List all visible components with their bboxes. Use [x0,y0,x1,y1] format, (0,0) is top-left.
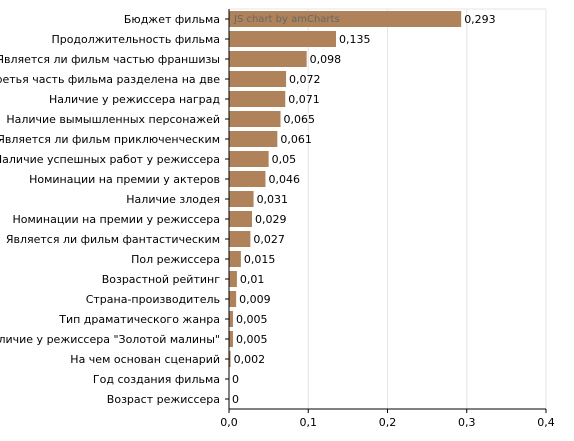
value-label: 0,293 [464,13,496,26]
bar [229,351,231,367]
bar [229,131,278,147]
x-tick-label: 0,0 [220,416,238,429]
value-labels: 0,293 0,135 0,098 0,072 0,071 0,065 0,061 0,05 0… [232,13,496,406]
bars [229,11,462,367]
x-tick-label: 0,3 [458,416,476,429]
category-label: Бюджет фильма [124,13,220,26]
value-label: 0,031 [257,193,289,206]
bar [229,311,233,327]
bar [229,91,286,107]
value-label: 0,015 [244,253,276,266]
value-label: 0 [232,373,239,386]
value-label: 0,009 [239,293,271,306]
value-label: 0,135 [339,33,371,46]
bar [229,231,251,247]
value-label: 0,061 [280,133,312,146]
value-label: 0,05 [272,153,297,166]
category-label: Наличие успешных работ у режиссера [0,153,220,166]
category-label: Является ли фильм приключенческим [0,133,220,146]
value-label: 0,071 [288,93,320,106]
x-tick-label: 0,1 [300,416,318,429]
category-label: Год создания фильма [93,373,220,386]
value-label: 0,098 [310,53,342,66]
bar [229,191,254,207]
bar [229,71,287,87]
value-label: 0,002 [234,353,266,366]
category-label: Наличие у режиссера наград [49,93,220,106]
x-axis: 0,0 0,1 0,2 0,3 0,4 [220,9,555,429]
bar [229,291,237,307]
bar [229,271,237,287]
category-label: Является ли фильм частью франшизы [0,53,220,66]
bar [229,11,462,27]
category-label: Продолжительность фильма [51,33,220,46]
category-label: Является ли фильм фантастическим [6,233,220,246]
bar [229,151,269,167]
category-label: Третья часть фильма разделена на две [0,73,220,86]
bar [229,331,233,347]
bar [229,111,281,127]
category-label: Возраст режиссера [107,393,220,406]
category-labels: Бюджет фильма Продолжительность фильма Явл… [0,13,220,406]
grid-lines [229,8,547,409]
bar [229,51,307,67]
bar [229,251,241,267]
bar [229,211,252,227]
value-label: 0,005 [236,313,268,326]
category-label: Наличие у режиссера "Золотой малины" [0,333,220,346]
category-label: Наличие вымышленных персонажей [6,113,220,126]
x-tick-label: 0,4 [537,416,555,429]
value-label: 0,027 [253,233,285,246]
category-label: Номинации на премии у режиссера [12,213,220,226]
amcharts-credit[interactable]: JS chart by amCharts [233,14,340,25]
value-label: 0,005 [236,333,268,346]
category-label: Тип драматического жанра [58,313,220,326]
category-label: Страна-производитель [86,293,220,306]
bar [229,31,336,47]
x-tick-label: 0,2 [379,416,397,429]
category-label: Возрастной рейтинг [102,273,221,286]
value-label: 0,01 [240,273,264,286]
category-label: На чем основан сценарий [70,353,220,366]
category-label: Пол режиссера [131,253,220,266]
value-label: 0,029 [255,213,286,226]
category-label: Наличие злодея [126,193,220,206]
value-label: 0 [232,393,239,406]
value-label: 0,065 [284,113,316,126]
bar [229,171,266,187]
category-label: Номинации на премии у актеров [29,173,220,186]
value-label: 0,046 [268,173,300,186]
value-label: 0,072 [289,73,321,86]
